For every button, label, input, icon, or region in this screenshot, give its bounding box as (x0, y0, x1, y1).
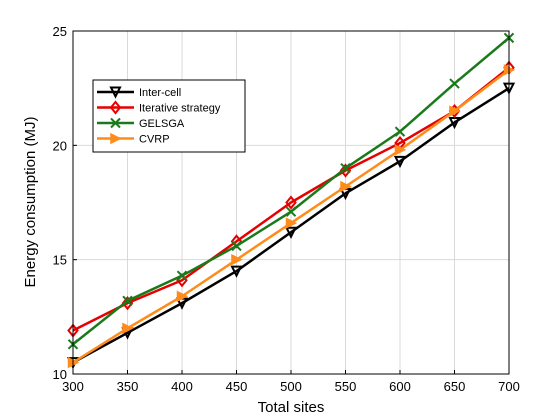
data-point-gelsga (449, 78, 460, 89)
x-tick-label: 400 (171, 379, 193, 394)
x-tick-label: 550 (335, 379, 357, 394)
data-point-cvrp (122, 322, 134, 334)
data-point-cvrp (449, 105, 461, 117)
y-tick-label: 15 (53, 253, 67, 268)
x-tick-label: 650 (444, 379, 466, 394)
data-point-inter-cell (284, 226, 298, 239)
legend-item-iterative-strategy: Iterative strategy (97, 100, 221, 115)
data-point-gelsga (394, 126, 406, 137)
y-tick-label: 10 (53, 367, 67, 382)
legend-item-inter-cell: Inter-cell (97, 86, 181, 99)
y-axis-label: Energy consumption (MJ) (22, 117, 39, 288)
x-tick-label: 300 (62, 379, 84, 394)
legend-marker (109, 86, 122, 99)
data-point-gelsga (231, 240, 242, 252)
data-point-gelsga (285, 206, 297, 217)
data-point-gelsga (176, 270, 188, 281)
y-tick-label: 25 (53, 24, 67, 39)
data-point-inter-cell (230, 265, 243, 278)
y-tick-label: 20 (53, 138, 67, 153)
legend-marker (110, 132, 122, 145)
x-tick-label: 450 (226, 379, 248, 394)
legend-label: CVRP (139, 134, 170, 146)
legend-item-cvrp: CVRP (97, 132, 170, 146)
x-tick-label: 600 (389, 379, 411, 394)
series-line-iterative-strategy (72, 66, 510, 332)
legend-marker (109, 100, 122, 115)
x-tick-label: 500 (280, 379, 302, 394)
x-tick-label: 350 (117, 379, 139, 394)
data-point-iterative-strategy (339, 163, 352, 178)
series-layer (66, 32, 516, 370)
data-point-cvrp (340, 180, 352, 193)
x-tick-label: 700 (498, 379, 520, 394)
legend-label: GELSGA (139, 118, 185, 130)
legend-item-gelsga: GELSGA (97, 117, 185, 130)
data-point-iterative-strategy (121, 296, 134, 311)
data-point-gelsga (340, 162, 351, 174)
legend-label: Inter-cell (139, 87, 181, 99)
data-point-cvrp (176, 290, 189, 302)
data-point-inter-cell (393, 155, 407, 169)
series-gelsga (67, 32, 515, 350)
x-axis-label: Total sites (258, 399, 325, 416)
data-point-iterative-strategy (285, 195, 297, 210)
legend-marker (110, 117, 121, 129)
data-point-cvrp (394, 144, 407, 156)
tick-layer: 300 350 400 450 500 550 600 650 700 10 15 20 25 (53, 24, 520, 394)
data-point-cvrp (231, 253, 243, 266)
legend: Inter-cell Iterative strategy GELSGA CVRP (92, 79, 246, 153)
data-point-gelsga (122, 295, 133, 307)
legend-label: Iterative strategy (139, 103, 221, 115)
series-line-inter-cell (72, 87, 510, 364)
data-point-cvrp (285, 217, 298, 229)
